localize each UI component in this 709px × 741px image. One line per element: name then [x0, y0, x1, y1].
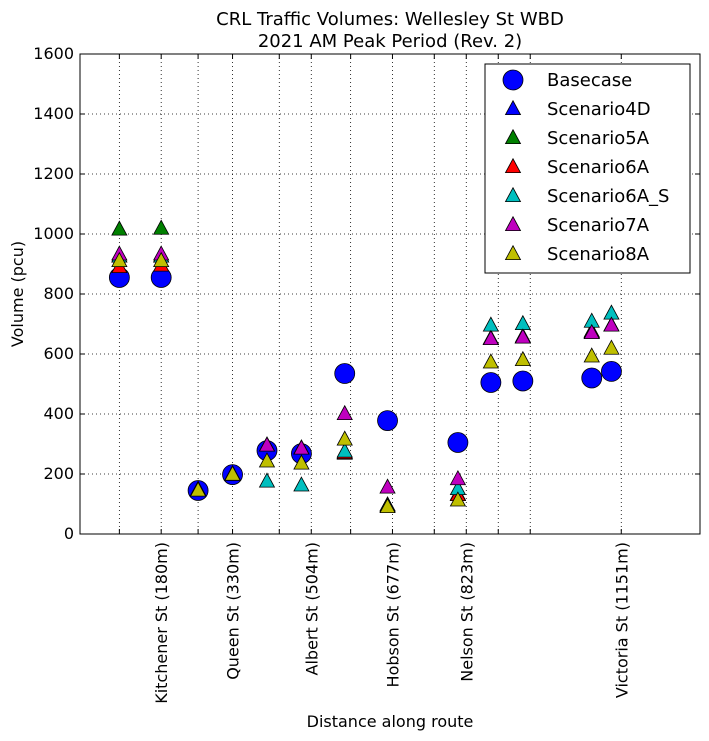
- point-scenario7a: [482, 329, 500, 346]
- point-basecase: [377, 410, 398, 432]
- series-scenario6a-s: [111, 247, 620, 512]
- series-scenario4d: [111, 247, 620, 512]
- point-scenario8a: [258, 452, 276, 468]
- point-scenario7a: [293, 439, 310, 455]
- y-tick-label: 400: [43, 404, 74, 423]
- chart-subtitle: 2021 AM Peak Period (Rev. 2): [258, 31, 522, 52]
- point-scenario8a: [514, 350, 532, 367]
- point-basecase: [480, 372, 502, 393]
- legend-label-scenario6a: Scenario6A: [547, 157, 650, 178]
- y-tick-label: 800: [43, 284, 74, 303]
- legend-label-scenario7a: Scenario7A: [547, 215, 650, 236]
- point-scenario7a: [449, 470, 467, 486]
- point-basecase: [447, 432, 469, 453]
- point-scenario8a: [336, 430, 353, 446]
- y-tick-label: 1200: [33, 164, 74, 183]
- point-scenario5a: [153, 219, 170, 235]
- y-axis-label: Volume (pcu): [8, 241, 27, 347]
- series-scenario8a: [111, 251, 620, 514]
- x-tick-label: Nelson St (823m): [457, 542, 476, 682]
- legend-marker-basecase: [502, 69, 524, 91]
- y-tick-label: 600: [43, 344, 74, 363]
- legend-marker-scenario6a-s: [504, 186, 522, 203]
- point-scenario6a-s: [514, 314, 532, 331]
- point-scenario7a: [514, 328, 532, 344]
- point-scenario8a: [482, 353, 500, 369]
- legend-marker-scenario6a: [504, 157, 522, 174]
- point-scenario7a: [258, 436, 276, 452]
- y-tick-label: 1000: [33, 224, 74, 243]
- point-scenario7a: [603, 316, 620, 332]
- point-basecase: [581, 367, 603, 389]
- axis-ticks: 0 200 400 600 800 1000 1200 1400 1600 Kitchener S…: [33, 44, 700, 704]
- legend-label-scenario8a: Scenario8A: [547, 244, 650, 265]
- series-basecase: [108, 267, 622, 501]
- point-scenario7a: [583, 323, 600, 340]
- point-scenario8a: [293, 454, 310, 470]
- point-scenario6a-s: [336, 442, 353, 458]
- point-basecase: [601, 360, 622, 382]
- series-scenario7a: [111, 245, 620, 497]
- point-scenario8a: [189, 481, 207, 497]
- x-tick-label: Albert St (504m): [302, 542, 321, 675]
- point-scenario7a: [379, 478, 396, 494]
- x-tick-label: Hobson St (677m): [383, 542, 402, 687]
- legend-label-scenario4d: Scenario4D: [547, 99, 651, 120]
- legend-box: [484, 63, 691, 274]
- legend-marker-scenario7a: [504, 215, 522, 232]
- point-scenario6a-s: [482, 316, 500, 332]
- point-basecase: [334, 363, 356, 384]
- point-scenario8a: [111, 251, 128, 268]
- legend-label-basecase: Basecase: [547, 70, 632, 91]
- point-scenario8a: [583, 347, 600, 363]
- chart-title: CRL Traffic Volumes: Wellesley St WBD: [216, 9, 564, 30]
- series-scenario6a: [111, 256, 620, 512]
- point-scenario8a: [224, 465, 241, 481]
- point-scenario5a: [111, 220, 128, 236]
- legend-marker-scenario4d: [504, 99, 522, 116]
- point-scenario8a: [603, 339, 620, 355]
- point-scenario6a-s: [293, 476, 310, 492]
- y-tick-label: 1400: [33, 104, 74, 123]
- legend-label-scenario6a-s: Scenario6A_S: [547, 186, 669, 207]
- x-tick-label: Queen St (330m): [224, 542, 243, 680]
- point-scenario7a: [336, 404, 353, 421]
- x-tick-label: Kitchener St (180m): [152, 542, 171, 704]
- data-markers: [108, 219, 622, 514]
- legend-marker-scenario8a: [504, 244, 522, 261]
- y-tick-label: 0: [64, 524, 74, 543]
- legend: Basecase Scenario4D Scenario5A Scenario6A Sc…: [484, 63, 691, 274]
- point-scenario8a: [153, 251, 170, 268]
- legend-label-scenario5a: Scenario5A: [547, 128, 650, 149]
- x-tick-label: Victoria St (1151m): [612, 542, 631, 698]
- legend-marker-scenario5a: [504, 128, 522, 145]
- y-tick-label: 200: [43, 464, 74, 483]
- y-tick-label: 1600: [33, 44, 74, 63]
- point-basecase: [512, 370, 534, 392]
- point-scenario8a: [379, 497, 396, 514]
- point-scenario6a-s: [258, 472, 276, 488]
- x-axis-label: Distance along route: [307, 712, 474, 731]
- point-scenario8a: [449, 491, 467, 507]
